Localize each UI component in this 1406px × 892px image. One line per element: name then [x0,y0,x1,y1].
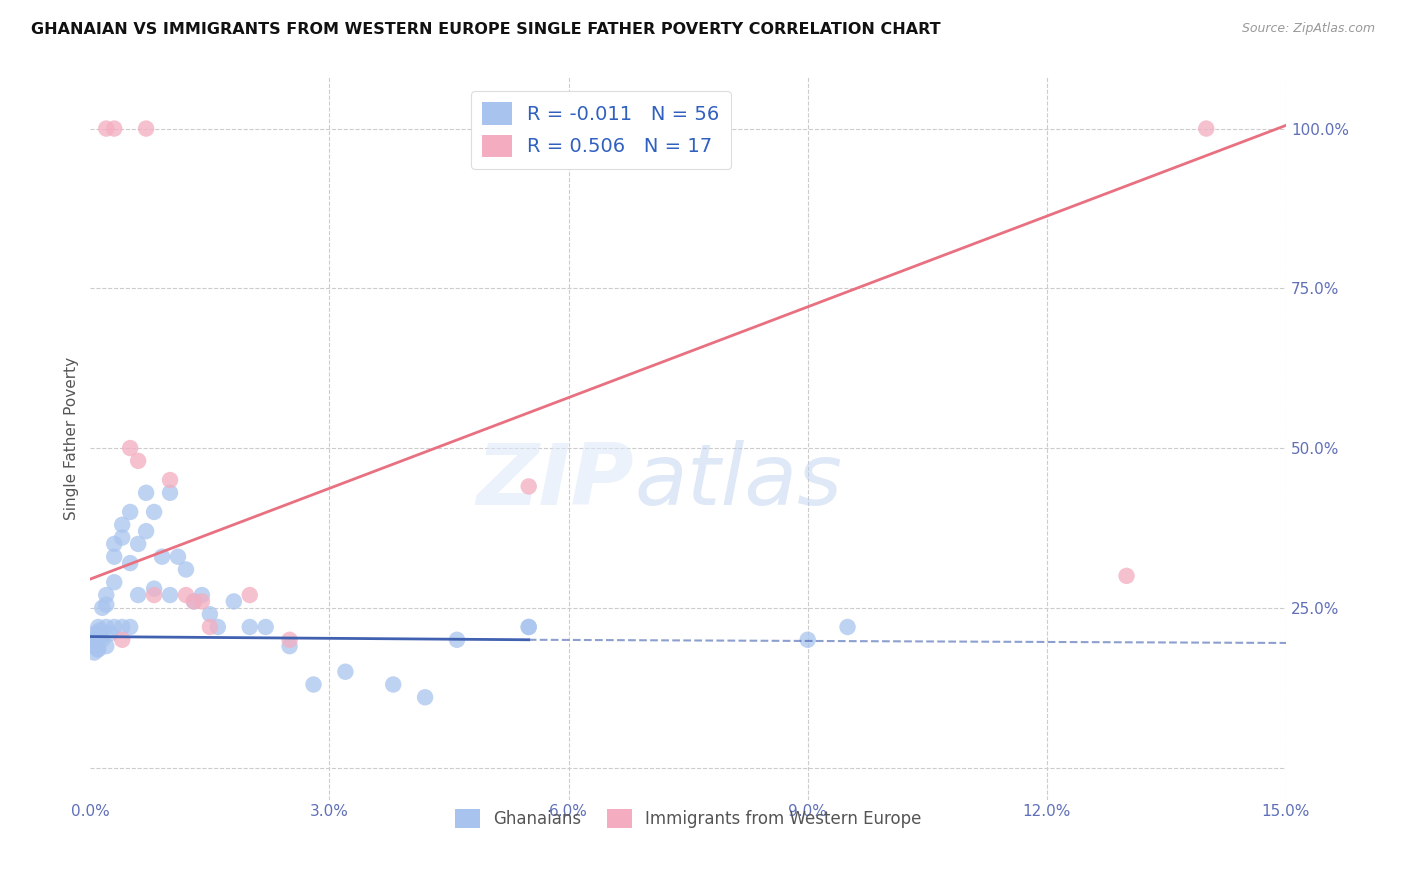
Point [111,531,134,545]
Point [796,632,818,647]
Point [96,588,118,602]
Point [120,505,142,519]
Point [87,626,110,640]
Point [83,639,105,653]
Point [89,623,111,637]
Point [98,626,121,640]
Point [278,639,301,653]
Point [159,588,181,602]
Point [1195,121,1218,136]
Point [135,524,157,538]
Point [517,479,540,493]
Point [159,473,181,487]
Point [111,620,134,634]
Point [1115,569,1137,583]
Y-axis label: Single Father Poverty: Single Father Poverty [65,357,79,520]
Point [191,588,214,602]
Point [183,594,205,608]
Point [91,600,114,615]
Point [83,632,105,647]
Point [159,485,181,500]
Point [167,549,190,564]
Point [87,642,110,657]
Point [143,582,166,596]
Text: ZIP: ZIP [477,441,634,524]
Point [198,607,221,622]
Point [111,517,134,532]
Point [143,588,166,602]
Point [198,620,221,634]
Point [517,620,540,634]
Point [135,485,157,500]
Point [120,556,142,570]
Point [278,632,301,647]
Point [127,588,149,602]
Point [111,632,134,647]
Point [517,620,540,634]
Point [86,642,108,657]
Point [83,646,105,660]
Point [446,632,468,647]
Point [174,588,197,602]
Point [335,665,357,679]
Point [135,121,157,136]
Point [87,620,110,634]
Point [222,594,245,608]
Point [183,594,205,608]
Point [103,620,125,634]
Point [174,562,197,576]
Point [86,632,108,647]
Point [91,632,114,647]
Point [207,620,229,634]
Point [96,121,118,136]
Point [254,620,277,634]
Point [96,598,118,612]
Point [103,121,125,136]
Text: atlas: atlas [634,441,842,524]
Point [84,626,107,640]
Point [150,549,173,564]
Point [143,505,166,519]
Point [103,575,125,590]
Point [127,537,149,551]
Point [120,441,142,455]
Point [90,630,112,644]
Point [413,690,436,705]
Point [96,620,118,634]
Point [103,549,125,564]
Point [837,620,859,634]
Point [302,677,325,691]
Point [191,594,214,608]
Point [239,620,262,634]
Text: GHANAIAN VS IMMIGRANTS FROM WESTERN EUROPE SINGLE FATHER POVERTY CORRELATION CHA: GHANAIAN VS IMMIGRANTS FROM WESTERN EURO… [31,22,941,37]
Point [382,677,405,691]
Point [127,454,149,468]
Point [120,620,142,634]
Legend: Ghanaians, Immigrants from Western Europe: Ghanaians, Immigrants from Western Europ… [449,802,928,835]
Point [239,588,262,602]
Point [96,639,118,653]
Point [103,537,125,551]
Text: Source: ZipAtlas.com: Source: ZipAtlas.com [1241,22,1375,36]
